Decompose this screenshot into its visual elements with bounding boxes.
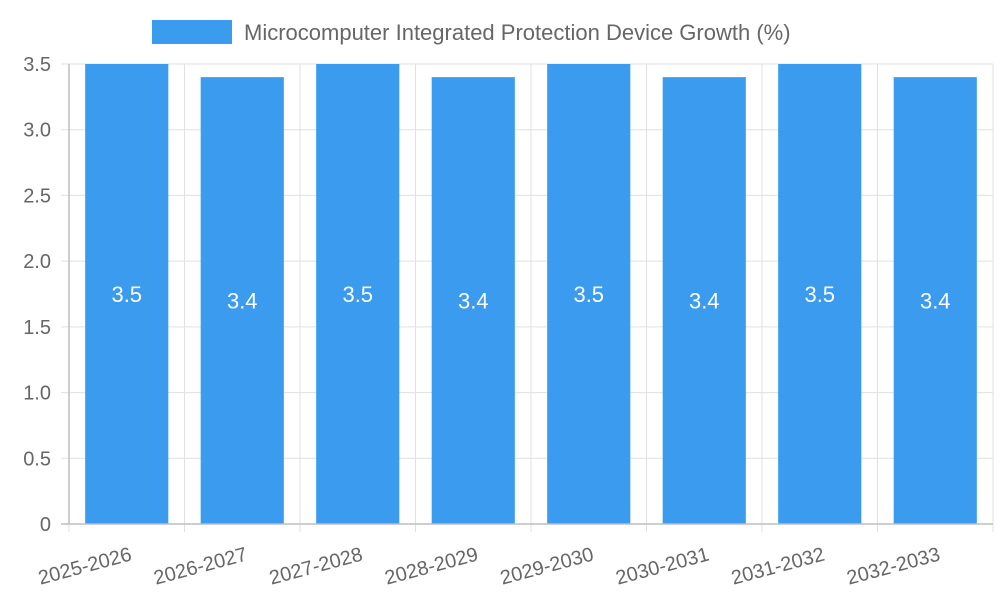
x-tick-label: 2026-2027 bbox=[151, 544, 249, 590]
bar[interactable] bbox=[662, 77, 746, 525]
bar[interactable] bbox=[85, 64, 169, 524]
data-label: 3.5 bbox=[573, 282, 604, 307]
bar[interactable] bbox=[200, 77, 284, 525]
y-tick-label: 2.0 bbox=[23, 251, 51, 273]
y-tick-label: 1.0 bbox=[23, 383, 51, 405]
y-tick-label: 3.5 bbox=[23, 54, 51, 76]
legend-label[interactable]: Microcomputer Integrated Protection Devi… bbox=[244, 20, 791, 45]
bar[interactable] bbox=[547, 64, 631, 524]
y-tick-label: 3.0 bbox=[23, 120, 51, 142]
data-label: 3.4 bbox=[689, 289, 720, 314]
legend-swatch[interactable] bbox=[152, 20, 232, 44]
bar[interactable] bbox=[778, 64, 862, 524]
axes bbox=[61, 64, 993, 525]
x-tick-labels: 2025-2026 2026-2027 2027-2028 2028-2029 2029… bbox=[36, 544, 943, 590]
data-label: 3.4 bbox=[920, 289, 951, 314]
y-tick-labels: 0 0.5 1.0 1.5 2.0 2.5 3.0 3.5 bbox=[23, 54, 51, 536]
y-tick-label: 2.5 bbox=[23, 185, 51, 207]
legend[interactable]: Microcomputer Integrated Protection Devi… bbox=[152, 20, 791, 45]
x-tick-label: 2025-2026 bbox=[36, 544, 134, 590]
bars bbox=[85, 64, 977, 525]
x-tick-label: 2031-2032 bbox=[729, 544, 827, 590]
x-tick-label: 2032-2033 bbox=[844, 544, 942, 590]
data-label: 3.4 bbox=[227, 289, 258, 314]
bar[interactable] bbox=[893, 77, 977, 525]
x-tick-label: 2028-2029 bbox=[382, 544, 480, 590]
x-tick-label: 2030-2031 bbox=[613, 544, 711, 590]
data-label: 3.5 bbox=[342, 282, 373, 307]
data-label: 3.5 bbox=[804, 282, 835, 307]
y-tick-label: 0 bbox=[40, 514, 51, 536]
data-label: 3.5 bbox=[111, 282, 142, 307]
data-label: 3.4 bbox=[458, 289, 489, 314]
bar[interactable] bbox=[316, 64, 400, 524]
bar[interactable] bbox=[431, 77, 515, 525]
y-tick-label: 0.5 bbox=[23, 448, 51, 470]
data-labels: 3.5 3.4 3.5 3.4 3.5 3.4 3.5 3.4 bbox=[111, 282, 950, 314]
x-tick-label: 2029-2030 bbox=[498, 544, 596, 590]
x-tick-label: 2027-2028 bbox=[267, 544, 365, 590]
y-tick-label: 1.5 bbox=[23, 317, 51, 339]
